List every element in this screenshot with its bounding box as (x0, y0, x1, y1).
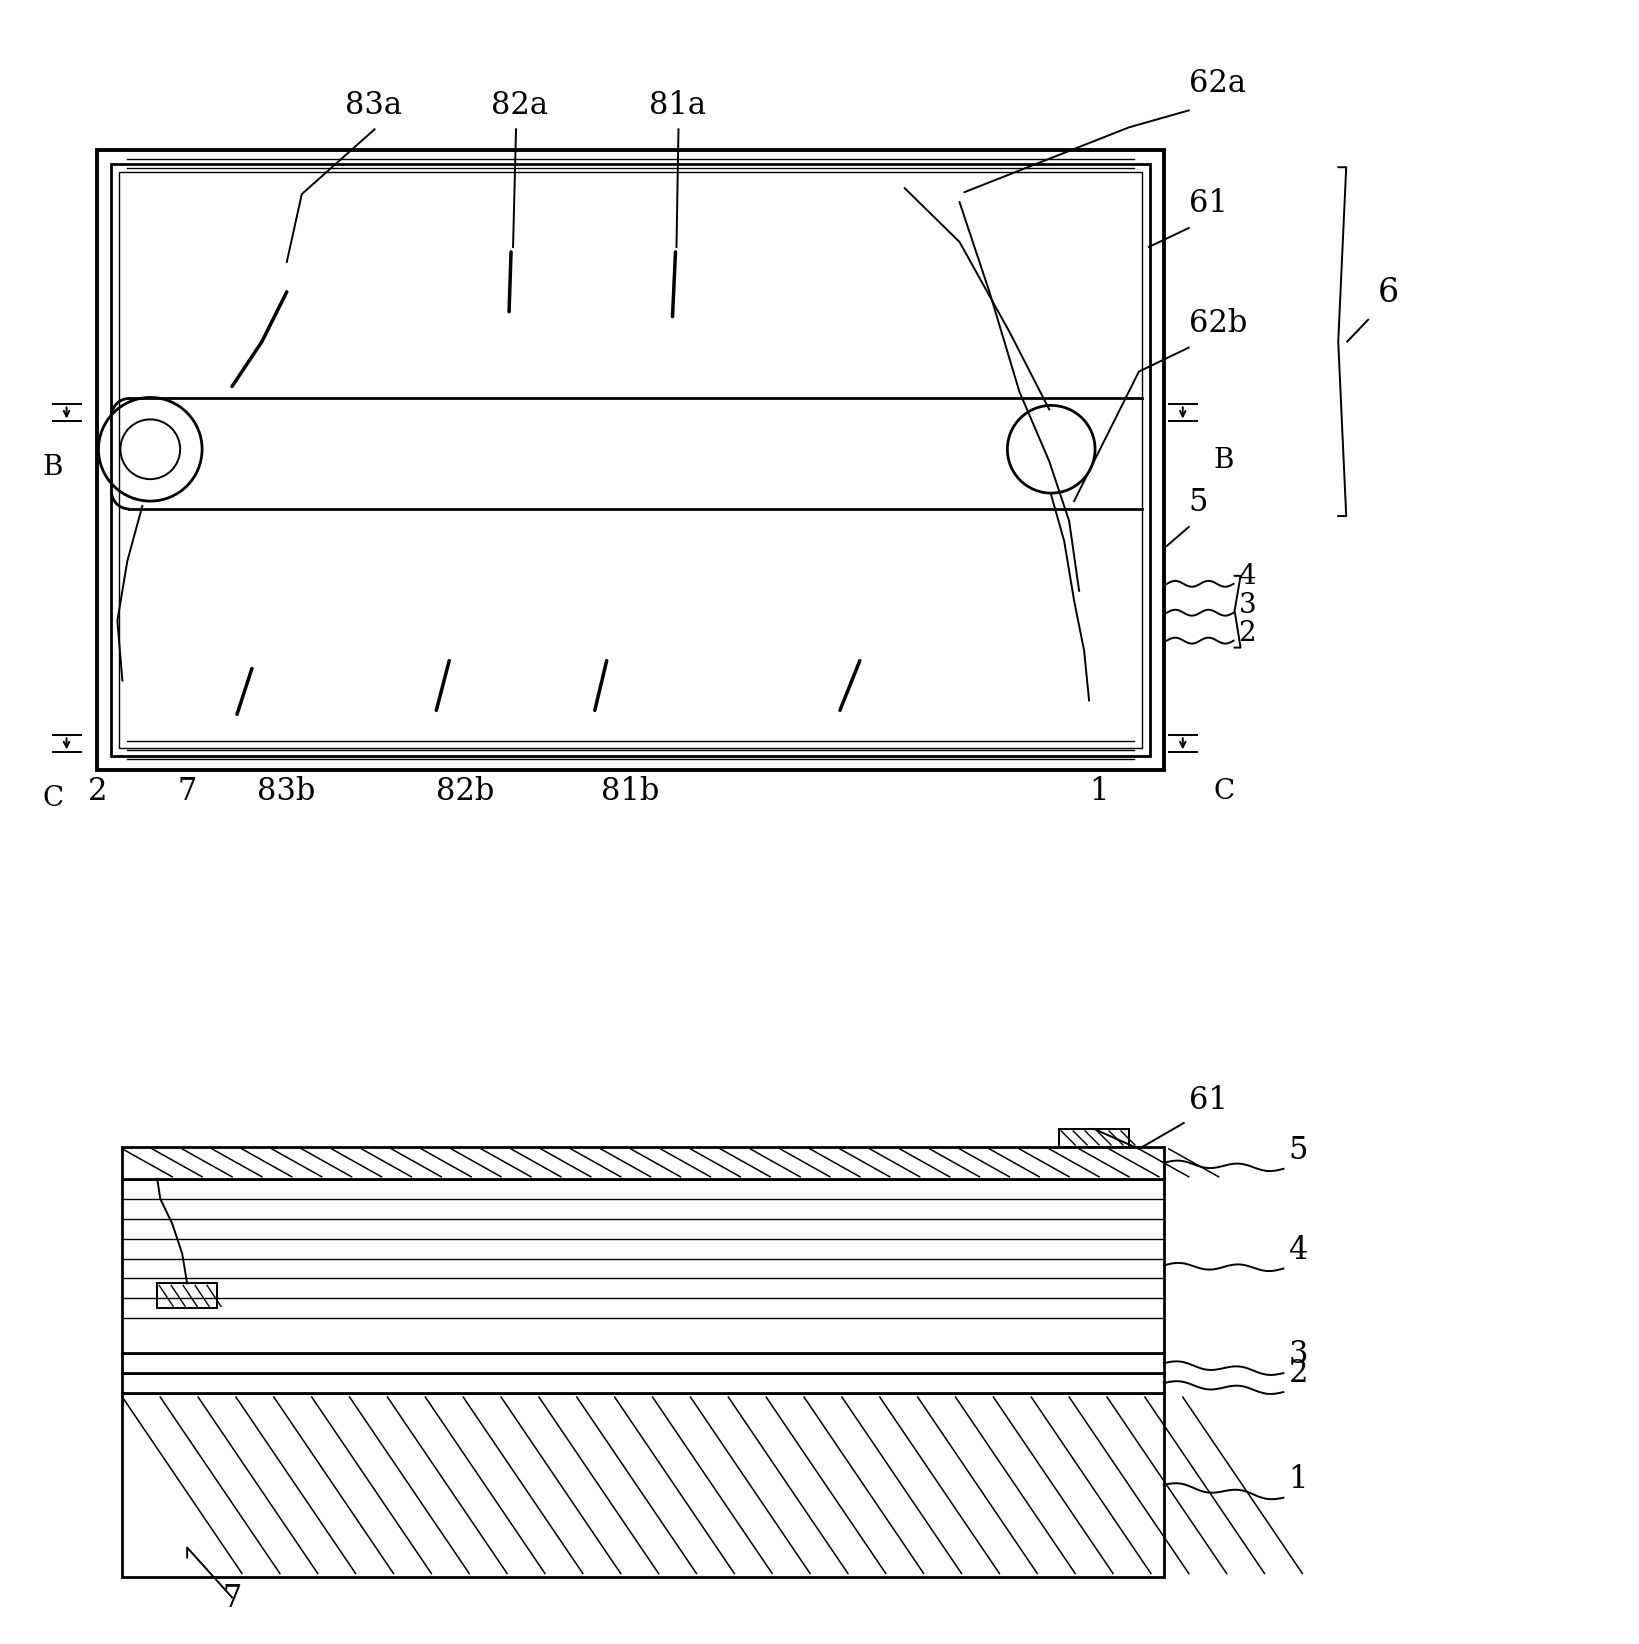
Text: 62a: 62a (1188, 69, 1246, 100)
Text: 61: 61 (1188, 1085, 1228, 1116)
Text: 62b: 62b (1188, 307, 1247, 339)
Text: 3: 3 (1239, 592, 1255, 618)
Text: 1: 1 (1288, 1463, 1308, 1494)
Text: B: B (43, 454, 62, 482)
Text: C: C (43, 786, 64, 812)
Polygon shape (123, 1353, 1164, 1373)
Polygon shape (123, 1148, 1164, 1179)
Text: 4: 4 (1239, 562, 1255, 590)
Text: 82b: 82b (436, 776, 495, 807)
Text: 7: 7 (177, 776, 197, 807)
Text: 2: 2 (1288, 1358, 1308, 1389)
Text: 5: 5 (1188, 487, 1208, 518)
Text: 7: 7 (221, 1583, 241, 1614)
Polygon shape (123, 1179, 1164, 1353)
Polygon shape (123, 1392, 1164, 1578)
Text: C: C (1213, 778, 1234, 804)
Text: 83b: 83b (257, 776, 315, 807)
Polygon shape (157, 1284, 216, 1309)
Text: 3: 3 (1288, 1340, 1308, 1369)
Text: 2: 2 (87, 776, 107, 807)
Text: 81b: 81b (602, 776, 659, 807)
Text: 83a: 83a (344, 90, 402, 122)
Polygon shape (1059, 1129, 1129, 1148)
Text: 82a: 82a (492, 90, 547, 122)
Text: 1: 1 (1088, 776, 1108, 807)
Text: 81a: 81a (649, 90, 705, 122)
Text: B: B (1213, 447, 1234, 473)
Text: 4: 4 (1288, 1235, 1308, 1266)
Polygon shape (123, 1373, 1164, 1392)
Text: 5: 5 (1288, 1134, 1308, 1166)
Text: 2: 2 (1239, 620, 1255, 646)
Text: 61: 61 (1188, 187, 1228, 219)
Text: 6: 6 (1378, 276, 1400, 309)
